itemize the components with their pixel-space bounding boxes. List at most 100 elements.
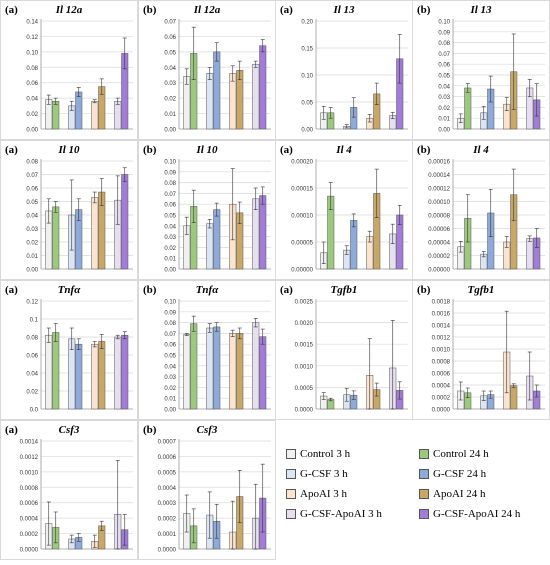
y-tick-label: 0.00016 [428,160,450,166]
y-tick-label: 0.05 [164,50,176,56]
y-tick-label: 0.00 [164,128,176,134]
y-tick-label: 0.01 [164,112,176,118]
bar [213,209,221,270]
chart-panel: (a) Il 13 0.00 0.05 0.10 0.15 0.20 [275,0,413,140]
chart-panel: (b) Il 13 0.00 0.01 0.02 0.03 0.04 0.05 0.06 0.07… [412,0,550,140]
bar [91,100,99,130]
y-tick-label: 0.07 [438,52,450,58]
bar [75,343,83,410]
panel-title: Il 10 [196,144,218,156]
y-tick-label: 0.1 [30,318,39,324]
y-tick-label: 0.00010 [291,214,313,220]
y-tick-label: 0.08 [26,336,38,342]
y-tick-label: 0.04 [26,97,38,103]
y-tick-label: 0.0012 [432,336,451,342]
y-tick-label: 0.05 [26,200,38,206]
legend-label: ApoAI 24 h [433,488,486,500]
y-tick-label: 0.07 [164,192,176,198]
y-tick-label: 0.0 [30,408,39,414]
legend-item: G-CSF 3 h [286,466,348,482]
y-tick-label: 0.04 [164,364,176,370]
panel-title: Csf3 [58,424,80,436]
chart-svg: 0.0000 0.0001 0.0002 0.0003 0.0004 0.0005 0.00… [158,439,271,554]
legend-swatch [286,489,296,499]
chart-panel: (b) Il 4 0.00000 0.00002 0.00004 0.00006 0.000… [412,140,550,280]
legend-label: G-CSF 3 h [300,468,348,480]
y-tick-label: 0.00020 [291,160,313,166]
bar [121,334,129,410]
chart-svg: 0.0 0.02 0.04 0.06 0.08 0.1 0.12 [26,299,133,414]
legend-swatch [286,469,296,479]
y-tick-label: 0.04 [164,224,176,230]
y-tick-label: 0.06 [26,81,38,87]
y-tick-label: 0.10 [26,50,38,56]
legend-item: G-CSF-ApoAI 24 h [419,506,520,522]
y-tick-label: 0.0000 [295,408,314,414]
chart-panel: (b) Tgfb1 0.0000 0.0002 0.0004 0.0006 0.0008 0.… [412,280,550,420]
y-tick-label: 0.06 [26,187,38,193]
y-tick-label: 0.0010 [295,364,314,370]
legend-swatch [419,469,429,479]
legend-swatch [286,449,296,459]
bar [213,51,221,130]
bar [236,333,244,410]
y-tick-label: 0.0002 [20,532,39,538]
y-tick-label: 0.06 [164,35,176,41]
y-tick-label: 0.00010 [428,200,450,206]
y-tick-label: 0.05 [164,354,176,360]
chart-panel: (a) Il 10 0.00 0.01 0.02 0.03 0.04 0.05 0.06 0.07… [0,140,138,280]
panel-label: (b) [143,144,157,156]
y-tick-label: 0.00000 [291,268,313,274]
panel-label: (b) [417,284,431,296]
chart-panel: (b) Csf3 0.0000 0.0001 0.0002 0.0003 0.0004 0.0… [138,420,276,560]
chart-svg: 0.0000 0.0002 0.0004 0.0006 0.0008 0.0010 0.00… [432,299,545,414]
y-tick-label: 0.06 [438,63,450,69]
panel-label: (a) [280,284,293,296]
y-tick-label: 0.0001 [158,532,177,538]
y-tick-label: 0.0003 [158,501,177,507]
y-tick-label: 0.00012 [428,187,450,193]
chart-svg: 0.00 0.01 0.02 0.03 0.04 0.05 0.06 0.07 0.08 [26,159,133,274]
bar [98,341,106,410]
chart-panel: (a) Tnfα 0.0 0.02 0.04 0.06 0.08 0.1 0.12 [0,280,138,420]
y-tick-label: 0.15 [301,47,313,53]
chart-panel: (a) Il 12a 0.00 0.02 0.04 0.06 0.08 0.10 0.12 0.1… [0,0,138,140]
legend-item: ApoAI 24 h [419,486,486,502]
y-tick-label: 0.0010 [20,470,39,476]
legend-label: G-CSF-ApoAI 3 h [300,508,382,520]
bar [510,385,518,410]
chart-panel: (b) Tnfα 0.00 0.01 0.02 0.03 0.04 0.05 0.06 0.07 0… [138,280,276,420]
panel-label: (b) [417,4,431,16]
panel-label: (a) [280,144,293,156]
legend-label: Control 24 h [433,448,489,460]
y-tick-label: 0.01 [164,397,176,403]
y-tick-label: 0.07 [164,20,176,26]
bar [45,334,53,410]
y-tick-label: 0.02 [164,386,176,392]
y-tick-label: 0.0008 [20,486,39,492]
chart-panel: (b) Il 12a 0.00 0.01 0.02 0.03 0.04 0.05 0.06 0.0… [138,0,276,140]
bar [213,326,221,410]
chart-legend: Control 3 h Control 24 h G-CSF 3 h G-CSF 24… [276,420,550,565]
chart-panel: (b) Il 10 0.00 0.01 0.02 0.03 0.04 0.05 0.06 0.07… [138,140,276,280]
y-tick-label: 0.0007 [158,440,177,446]
y-tick-label: 0.00 [438,128,450,134]
bar [114,100,122,130]
bar [259,45,267,130]
y-tick-label: 0.01 [164,257,176,263]
y-tick-label: 0.05 [164,214,176,220]
panel-label: (b) [143,424,157,436]
chart-panel: (a) Il 4 0.00000 0.00005 0.00010 0.00015 0.000… [275,140,413,280]
y-tick-label: 0.00 [164,408,176,414]
panel-label: (b) [143,4,157,16]
panel-label: (a) [5,4,18,16]
bar [229,333,237,410]
y-tick-label: 0.0006 [432,372,451,378]
y-tick-label: 0.00015 [291,187,313,193]
y-tick-label: 0.10 [164,300,176,306]
y-tick-label: 0.04 [26,214,38,220]
y-tick-label: 0.00014 [428,173,450,179]
bar [526,238,534,270]
y-tick-label: 0.06 [164,203,176,209]
legend-item: Control 24 h [419,446,489,462]
